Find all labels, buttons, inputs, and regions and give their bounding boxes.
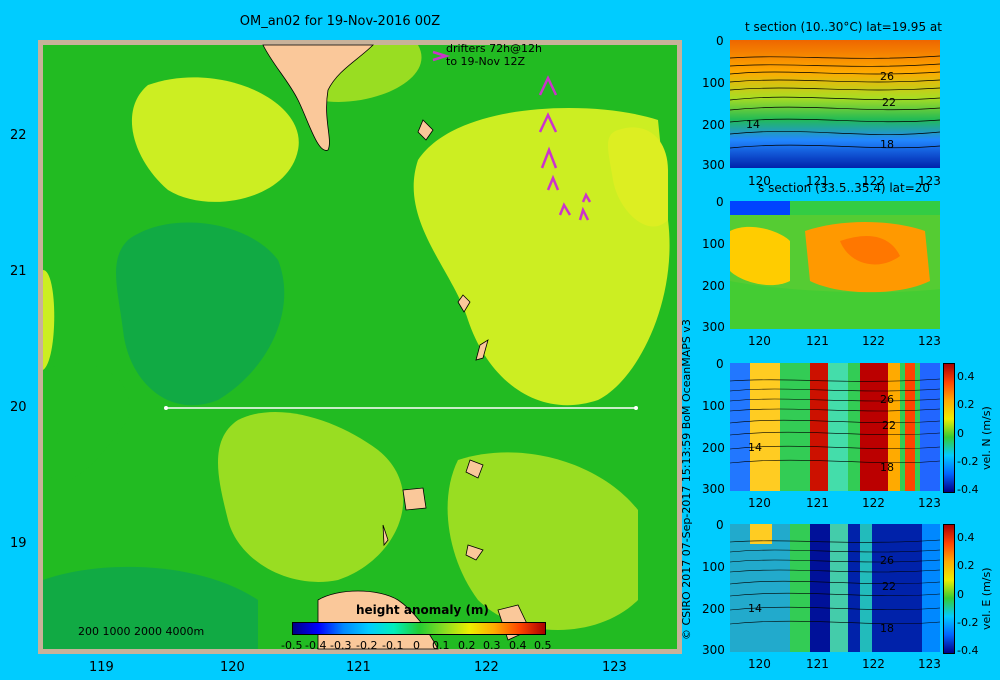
panel-x-tick: 123 bbox=[918, 334, 941, 348]
colorbar-tick: -0.2 bbox=[356, 639, 378, 652]
colorbar-tick: 0 bbox=[957, 588, 964, 601]
panel-x-tick: 120 bbox=[748, 496, 771, 510]
colorbar-tick: 0 bbox=[413, 639, 420, 652]
panel-y-tick: 200 bbox=[702, 279, 725, 293]
panel-y-tick: 100 bbox=[702, 237, 725, 251]
panel-y-tick: 200 bbox=[702, 441, 725, 455]
colorbar-tick: 0.2 bbox=[957, 559, 975, 572]
colorbar-title: height anomaly (m) bbox=[356, 603, 489, 617]
drifter-note-2: to 19-Nov 12Z bbox=[446, 55, 526, 68]
panel-y-tick: 100 bbox=[702, 560, 725, 574]
panel-x-tick: 123 bbox=[918, 496, 941, 510]
contour-label: 14 bbox=[748, 602, 762, 615]
panel-y-tick: 300 bbox=[702, 158, 725, 172]
colorbar-tick: -0.2 bbox=[957, 616, 979, 629]
colorbar-tick: 0.5 bbox=[534, 639, 552, 652]
credit-text: © CSIRO 2017 07-Sep-2017 15:13:59 BoM Oc… bbox=[680, 319, 693, 640]
colorbar-tick: -0.1 bbox=[382, 639, 404, 652]
contour-label: 22 bbox=[882, 96, 896, 109]
panel-x-tick: 120 bbox=[748, 174, 771, 188]
map-y-tick: 22 bbox=[10, 128, 27, 143]
salinity-section-plot bbox=[730, 201, 940, 329]
map-y-tick: 20 bbox=[10, 400, 27, 415]
map-x-tick: 120 bbox=[220, 660, 245, 675]
drifter-arrows bbox=[432, 50, 592, 221]
colorbar-tick: 0 bbox=[957, 427, 964, 440]
panel-y-tick: 100 bbox=[702, 399, 725, 413]
map-x-tick: 121 bbox=[346, 660, 371, 675]
depth-legend: 200 1000 2000 4000m bbox=[78, 625, 205, 638]
colorbar-tick: -0.2 bbox=[957, 455, 979, 468]
panel-y-tick: 300 bbox=[702, 320, 725, 334]
map-plot bbox=[38, 40, 682, 654]
contour-label: 26 bbox=[880, 554, 894, 567]
map-title: OM_an02 for 19-Nov-2016 00Z bbox=[239, 14, 441, 29]
colorbar-tick: 0.1 bbox=[432, 639, 450, 652]
colorbar-tick: 0.3 bbox=[483, 639, 501, 652]
vel-e-section-plot: 26 22 18 14 bbox=[730, 524, 940, 652]
panel-y-tick: 100 bbox=[702, 76, 725, 90]
colorbar-tick: -0.4 bbox=[957, 644, 979, 657]
colorbar-tick: 0.4 bbox=[509, 639, 527, 652]
vel-n-section-plot: 26 22 18 14 bbox=[730, 363, 940, 491]
contour-label: 26 bbox=[880, 393, 894, 406]
panel-y-tick: 300 bbox=[702, 482, 725, 496]
panel-x-tick: 123 bbox=[918, 657, 941, 671]
vel-n-colorbar bbox=[943, 363, 955, 493]
map-y-tick: 21 bbox=[10, 264, 27, 279]
temperature-section-plot: 26 22 18 14 bbox=[730, 40, 940, 168]
colorbar-tick: -0.3 bbox=[330, 639, 352, 652]
height-colorbar bbox=[292, 622, 546, 635]
panel-y-tick: 200 bbox=[702, 602, 725, 616]
panel-title: s section (33.5..35.4) lat=20 bbox=[758, 181, 931, 195]
panel-x-tick: 122 bbox=[862, 496, 885, 510]
contour-label: 14 bbox=[748, 441, 762, 454]
panel-y-tick: 0 bbox=[716, 34, 724, 48]
panel-x-tick: 121 bbox=[806, 334, 829, 348]
colorbar-tick: 0.4 bbox=[957, 370, 975, 383]
contour-label: 14 bbox=[746, 118, 760, 131]
colorbar-tick: 0.2 bbox=[458, 639, 476, 652]
colorbar-tick: -0.4 bbox=[957, 483, 979, 496]
panel-x-tick: 122 bbox=[862, 174, 885, 188]
panel-y-tick: 0 bbox=[716, 195, 724, 209]
panel-x-tick: 121 bbox=[806, 174, 829, 188]
map-x-tick: 122 bbox=[474, 660, 499, 675]
colorbar-tick: -0.4 bbox=[305, 639, 327, 652]
colorbar-tick: 0.2 bbox=[957, 398, 975, 411]
map-x-tick: 119 bbox=[89, 660, 114, 675]
panel-title: t section (10..30°C) lat=19.95 at bbox=[745, 20, 942, 34]
drifter-note-1: drifters 72h@12h bbox=[446, 42, 543, 55]
panel-y-tick: 300 bbox=[702, 643, 725, 657]
colorbar-tick: 0.4 bbox=[957, 531, 975, 544]
map-x-tick: 123 bbox=[602, 660, 627, 675]
panel-x-tick: 123 bbox=[918, 174, 941, 188]
contour-label: 22 bbox=[882, 419, 896, 432]
panel-x-tick: 120 bbox=[748, 334, 771, 348]
vel-e-colorbar bbox=[943, 524, 955, 654]
contour-label: 18 bbox=[880, 461, 894, 474]
contour-label: 26 bbox=[880, 70, 894, 83]
panel-x-tick: 121 bbox=[806, 657, 829, 671]
vel-e-label: vel. E (m/s) bbox=[980, 567, 993, 630]
panel-x-tick: 122 bbox=[862, 657, 885, 671]
panel-y-tick: 200 bbox=[702, 118, 725, 132]
panel-x-tick: 122 bbox=[862, 334, 885, 348]
contour-label: 18 bbox=[880, 622, 894, 635]
panel-y-tick: 0 bbox=[716, 357, 724, 371]
colorbar-tick: -0.5 bbox=[281, 639, 303, 652]
panel-x-tick: 120 bbox=[748, 657, 771, 671]
map-y-tick: 19 bbox=[10, 536, 27, 551]
panel-x-tick: 121 bbox=[806, 496, 829, 510]
contour-label: 18 bbox=[880, 138, 894, 151]
vel-n-label: vel. N (m/s) bbox=[980, 406, 993, 470]
panel-y-tick: 0 bbox=[716, 518, 724, 532]
contour-label: 22 bbox=[882, 580, 896, 593]
